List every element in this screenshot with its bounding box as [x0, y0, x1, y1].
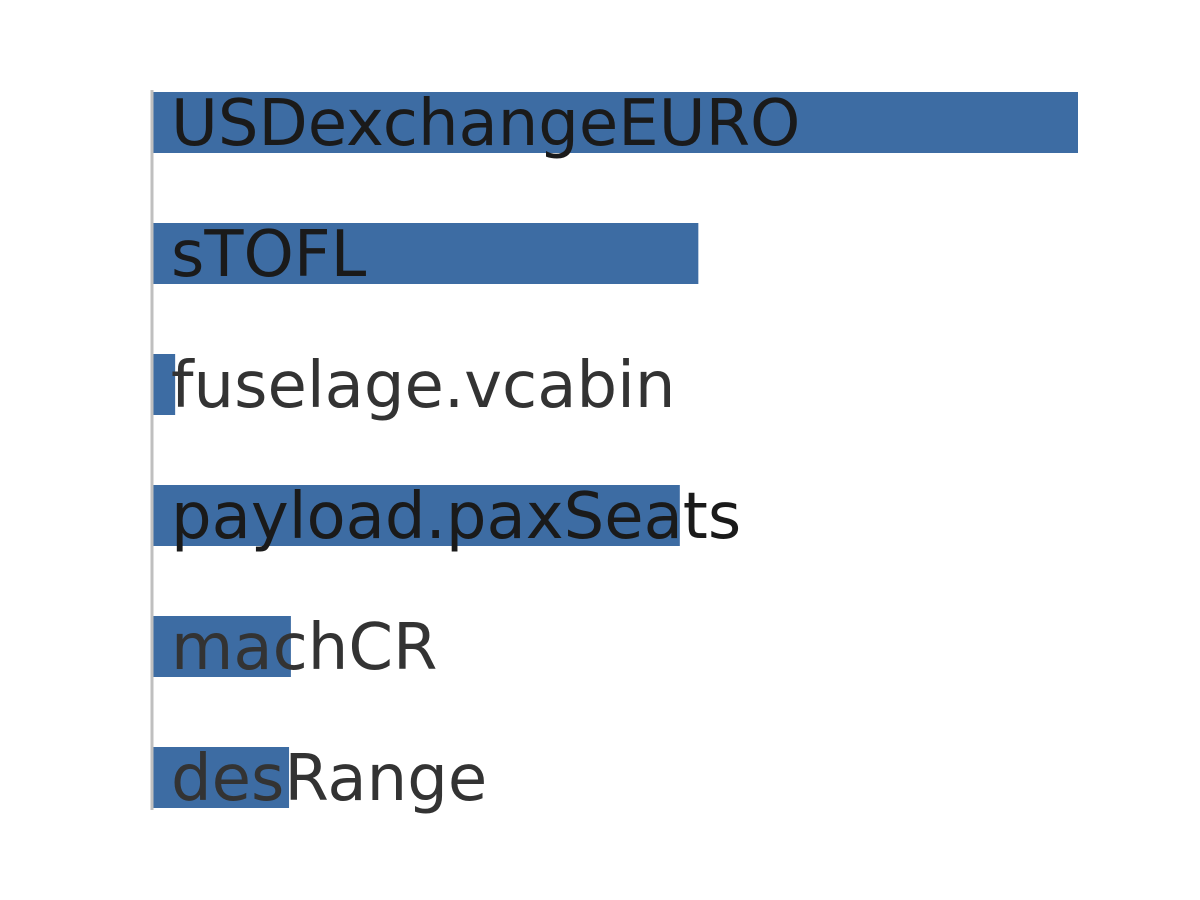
bar-2	[152, 354, 176, 415]
category-label-0: USDexchangeEURO	[171, 87, 800, 161]
bar-1	[152, 223, 699, 284]
bar-4	[152, 616, 291, 677]
bar-5	[152, 747, 290, 808]
category-label-4: machCR	[171, 611, 437, 685]
bar-0	[152, 92, 1078, 153]
category-label-5: desRange	[171, 742, 487, 816]
category-label-3: payload.paxSeats	[171, 480, 741, 554]
labels-layer: USDexchangeEURO sTOFL fuselage.vcabin paylo…	[171, 87, 800, 816]
bars-layer	[152, 92, 1078, 808]
category-label-1: sTOFL	[171, 218, 367, 292]
category-label-2: fuselage.vcabin	[171, 349, 675, 423]
bar-3	[152, 485, 680, 546]
